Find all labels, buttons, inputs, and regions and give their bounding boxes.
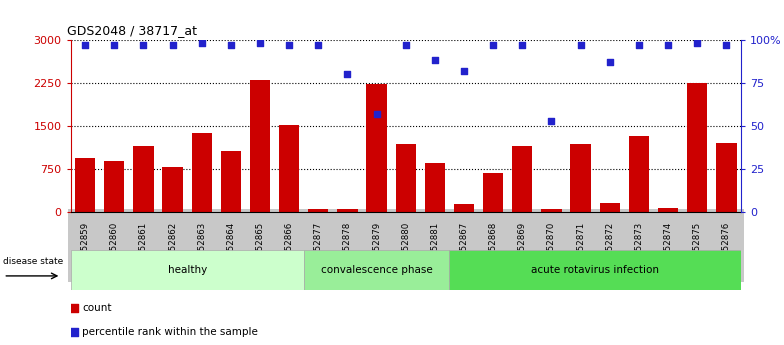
Bar — [629, 136, 649, 212]
Point — [312, 42, 325, 48]
Bar — [308, 209, 328, 212]
Point — [691, 40, 703, 46]
Point — [137, 42, 150, 48]
Bar — [250, 80, 270, 212]
Bar — [449, 250, 741, 290]
Text: healthy: healthy — [168, 265, 207, 275]
Point — [108, 42, 121, 48]
Bar — [220, 151, 241, 212]
Point — [341, 71, 354, 77]
Point — [604, 59, 616, 65]
Bar — [716, 143, 736, 212]
Point — [575, 42, 587, 48]
Point — [166, 42, 179, 48]
Bar — [483, 173, 503, 212]
Point — [79, 42, 92, 48]
Point — [67, 305, 80, 310]
Text: count: count — [82, 303, 112, 313]
Bar — [337, 209, 358, 212]
Bar — [658, 208, 678, 212]
Bar — [571, 144, 591, 212]
Point — [487, 42, 499, 48]
Point — [399, 42, 412, 48]
Bar — [512, 146, 532, 212]
Bar — [71, 250, 303, 290]
Point — [429, 58, 441, 63]
Bar — [366, 84, 387, 212]
Point — [370, 111, 383, 117]
Point — [67, 329, 80, 334]
Bar — [104, 161, 125, 212]
Bar — [162, 167, 183, 212]
Point — [283, 42, 296, 48]
Text: percentile rank within the sample: percentile rank within the sample — [82, 327, 258, 337]
Bar — [600, 203, 620, 212]
Point — [545, 118, 557, 124]
Bar — [454, 204, 474, 212]
Point — [633, 42, 645, 48]
Point — [458, 68, 470, 73]
Point — [720, 42, 732, 48]
Text: disease state: disease state — [3, 257, 64, 266]
Text: acute rotavirus infection: acute rotavirus infection — [531, 265, 659, 275]
Bar — [541, 209, 561, 212]
Text: GDS2048 / 38717_at: GDS2048 / 38717_at — [67, 24, 198, 37]
Bar — [133, 146, 154, 212]
Point — [224, 42, 237, 48]
Bar — [75, 158, 96, 212]
Point — [516, 42, 528, 48]
Bar — [279, 125, 299, 212]
Bar — [191, 133, 212, 212]
Point — [195, 40, 208, 46]
Text: convalescence phase: convalescence phase — [321, 265, 433, 275]
Bar — [425, 163, 445, 212]
Bar — [303, 250, 449, 290]
Point — [254, 40, 267, 46]
Bar — [395, 144, 416, 212]
Bar — [687, 83, 707, 212]
Point — [662, 42, 674, 48]
